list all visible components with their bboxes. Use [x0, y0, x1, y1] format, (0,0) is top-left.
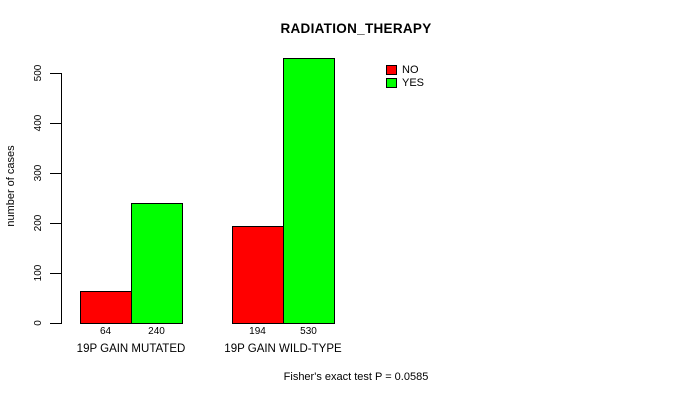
legend-label-no: NO	[402, 64, 419, 76]
y-axis-tick-label: 200	[33, 214, 44, 232]
chart-title: RADIATION_THERAPY	[280, 21, 432, 36]
y-axis-tick-label: 300	[33, 164, 44, 182]
fisher-test-caption: Fisher's exact test P = 0.0585	[283, 371, 429, 383]
y-axis-tick-label: 400	[33, 114, 44, 132]
bar-yes-group1	[131, 203, 183, 324]
y-axis-tick-label: 0	[33, 320, 44, 326]
category-label: 19P GAIN MUTATED	[76, 343, 186, 355]
y-axis-tick	[50, 73, 61, 74]
bar-no-group1	[80, 291, 132, 324]
y-axis-tick	[50, 223, 61, 224]
bar-yes-group2	[283, 58, 335, 324]
bar-no-group2	[232, 226, 284, 324]
y-axis-tick	[50, 123, 61, 124]
legend-swatch-yes-icon	[386, 78, 397, 88]
bar-value-label: 194	[249, 326, 266, 337]
category-label: 19P GAIN WILD-TYPE	[224, 343, 342, 355]
y-axis-line	[61, 73, 62, 324]
y-axis-tick	[50, 173, 61, 174]
bar-value-label: 240	[148, 326, 165, 337]
y-axis-tick-label: 100	[33, 264, 44, 282]
bar-value-label: 530	[300, 326, 317, 337]
legend-swatch-no-icon	[386, 65, 397, 75]
legend-item-no: NO	[386, 64, 424, 76]
y-axis-tick-label: 500	[33, 64, 44, 82]
legend: NO YES	[386, 64, 424, 90]
y-axis-tick	[50, 323, 61, 324]
y-axis-tick	[50, 273, 61, 274]
legend-item-yes: YES	[386, 77, 424, 89]
legend-label-yes: YES	[402, 77, 425, 89]
bar-value-label: 64	[99, 326, 112, 337]
